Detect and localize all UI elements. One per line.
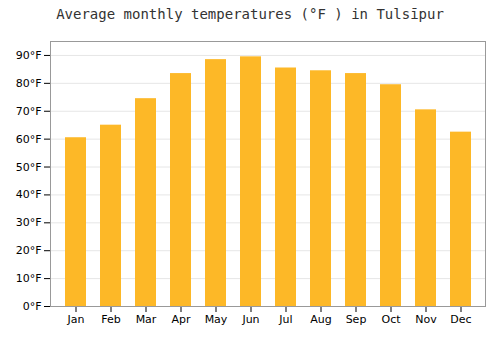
svg-text:Jun: Jun (241, 313, 259, 326)
svg-text:Feb: Feb (101, 313, 120, 326)
svg-text:10°F: 10°F (16, 272, 42, 285)
svg-text:Dec: Dec (450, 313, 471, 326)
svg-text:Jul: Jul (278, 313, 292, 326)
svg-text:70°F: 70°F (16, 105, 42, 118)
svg-text:Oct: Oct (381, 313, 401, 326)
svg-text:80°F: 80°F (16, 77, 42, 90)
svg-text:60°F: 60°F (16, 133, 42, 146)
svg-text:Sep: Sep (346, 313, 367, 326)
svg-text:Apr: Apr (171, 313, 191, 326)
svg-text:May: May (205, 313, 228, 326)
svg-text:Aug: Aug (310, 313, 331, 326)
svg-text:0°F: 0°F (23, 300, 42, 313)
svg-text:30°F: 30°F (16, 216, 42, 229)
svg-text:Jan: Jan (67, 313, 85, 326)
html-text:Average monthly temperatures (: Average monthly temperatures (°F ) in Tu… (56, 6, 444, 22)
svg-text:20°F: 20°F (16, 244, 42, 257)
svg-text:50°F: 50°F (16, 161, 42, 174)
svg-text:40°F: 40°F (16, 188, 42, 201)
svg-text:Nov: Nov (415, 313, 437, 326)
svg-text:90°F: 90°F (16, 49, 42, 62)
svg-text:Mar: Mar (136, 313, 157, 326)
